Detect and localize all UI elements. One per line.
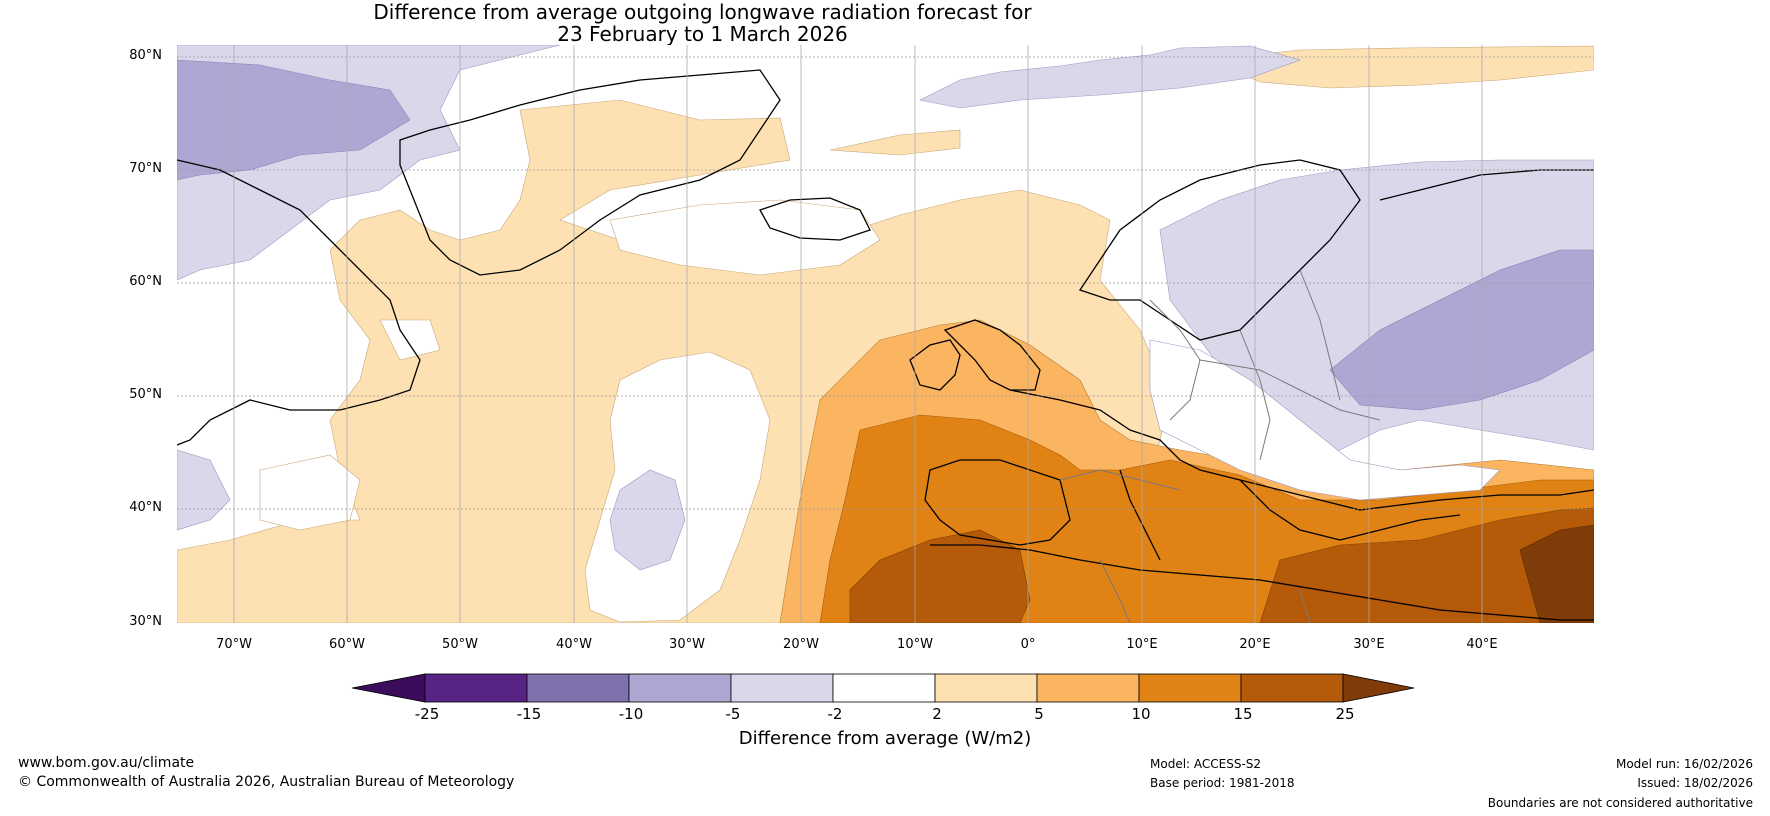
colorbar-segment	[832, 673, 936, 703]
lon-label-50w: 50°W	[442, 637, 478, 652]
title-line-1: Difference from average outgoing longwav…	[373, 0, 1032, 24]
lat-label-40n: 40°N	[129, 500, 162, 515]
lon-label-10w: 10°W	[897, 637, 933, 652]
lon-label-30e: 30°E	[1353, 637, 1385, 652]
disclaimer-text: Boundaries are not considered authoritat…	[1487, 796, 1753, 810]
lat-label-70n: 70°N	[129, 161, 162, 176]
lon-label-20w: 20°W	[783, 637, 819, 652]
colorbar-tick: 2	[932, 705, 942, 723]
website-text: www.bom.gov.au/climate	[18, 755, 195, 771]
copyright-text: © Commonwealth of Australia 2026, Austra…	[18, 774, 515, 790]
russia-central-negative	[1329, 249, 1594, 411]
arctic-positive-strip	[1208, 45, 1594, 89]
model-run-text: Model run: 16/02/2026	[1615, 757, 1753, 771]
anomaly-map	[177, 45, 1594, 623]
colorbar	[351, 673, 1415, 703]
azores-negative	[609, 469, 686, 571]
lon-label-0: 0°	[1020, 637, 1036, 652]
lon-label-40w: 40°W	[556, 637, 592, 652]
west-atlantic-neutral-patch	[259, 454, 361, 531]
issued-text: Issued: 18/02/2026	[1637, 776, 1753, 790]
lon-label-40e: 40°E	[1466, 637, 1498, 652]
colorbar-segment	[1138, 673, 1242, 703]
map-container	[177, 45, 1594, 623]
colorbar-tick: -5	[725, 705, 741, 723]
middle-east-positive	[1519, 524, 1594, 623]
west-atlantic-negative	[177, 449, 231, 531]
colorbar-tick: 15	[1233, 705, 1253, 723]
colorbar-segment	[526, 673, 630, 703]
lat-label-60n: 60°N	[129, 274, 162, 289]
colorbar-segment	[1240, 673, 1344, 703]
iceland-neutral	[609, 199, 881, 276]
map-field	[177, 45, 1594, 623]
sahara-positive	[849, 529, 1031, 623]
country-boundaries	[1059, 269, 1381, 623]
eastern-europe-neutral	[1149, 339, 1501, 501]
iceland-sea-positive	[829, 129, 961, 156]
lat-label-30n: 30°N	[129, 614, 162, 629]
lon-label-60w: 60°W	[329, 637, 365, 652]
colorbar-tick: -15	[516, 705, 542, 723]
lon-label-70w: 70°W	[216, 637, 252, 652]
colorbar-segment	[730, 673, 834, 703]
colorbar-extend-min	[351, 673, 426, 703]
colorbar-label: Difference from average (W/m2)	[738, 728, 1032, 749]
lat-label-80n: 80°N	[129, 48, 162, 63]
lon-label-30w: 30°W	[669, 637, 705, 652]
colorbar-tick: 10	[1131, 705, 1151, 723]
labrador-neutral-patch	[379, 319, 441, 361]
lon-label-10e: 10°E	[1126, 637, 1158, 652]
greenland-west-negative-strong	[177, 59, 411, 181]
meridians	[233, 45, 1483, 623]
colorbar-segment	[1036, 673, 1140, 703]
colorbar-tick: -25	[414, 705, 440, 723]
gridlines	[177, 56, 1594, 510]
lon-label-20e: 20°E	[1239, 637, 1271, 652]
colorbar-segment	[934, 673, 1038, 703]
colorbar-tick: -10	[618, 705, 644, 723]
colorbar-tick: 5	[1034, 705, 1044, 723]
lat-label-50n: 50°N	[129, 387, 162, 402]
arctic-north-negative	[919, 45, 1301, 109]
colorbar-tick: -2	[827, 705, 843, 723]
colorbar-segment	[628, 673, 732, 703]
base-period-text: Base period: 1981-2018	[1150, 776, 1295, 790]
colorbar-tick: 25	[1335, 705, 1355, 723]
model-text: Model: ACCESS-S2	[1150, 757, 1262, 771]
title-line-2: 23 February to 1 March 2026	[557, 22, 848, 46]
colorbar-segment	[424, 673, 528, 703]
colorbar-extend-max	[1342, 673, 1415, 703]
